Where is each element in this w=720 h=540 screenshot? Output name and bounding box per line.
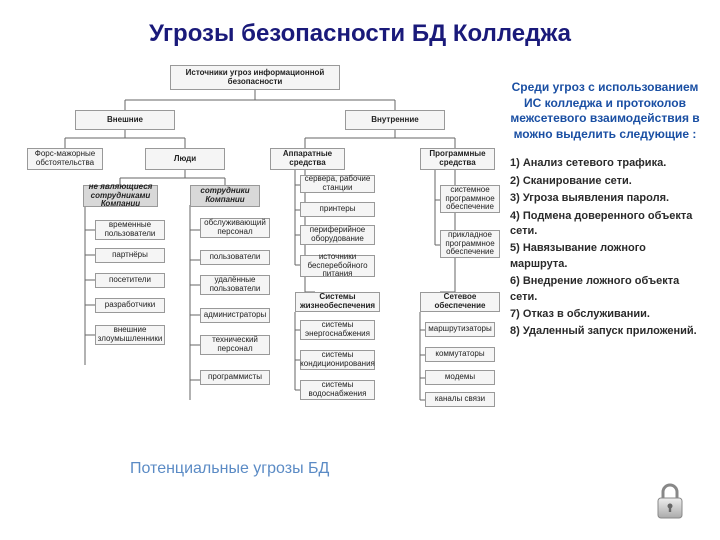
threat-item-3: 3) Угроза выявления пароля. [510, 191, 700, 206]
threat-item-5: 5) Навязывание ложного маршрута. [510, 241, 700, 272]
node-hw-l3: периферийное оборудование [300, 225, 375, 245]
node-int-l4: администраторы [200, 308, 270, 323]
page-title: Угрозы безопасности БД Колледжа [0, 20, 720, 48]
node-net-l3: модемы [425, 370, 495, 385]
node-hw-l1: сервера, рабочие станции [300, 175, 375, 193]
threat-item-8: 8) Удаленный запуск приложений. [510, 324, 700, 339]
node-external: Внешние [75, 110, 175, 130]
node-ext-l2: партнёры [95, 248, 165, 263]
threat-item-2: 2) Сканирование сети. [510, 174, 700, 189]
lock-icon [650, 480, 690, 520]
sidebar-intro: Среди угроз с использованием ИС колледжа… [510, 80, 700, 142]
node-not-employees: не являющиеся сотрудниками Компании [83, 185, 158, 207]
node-force-majeure: Форс-мажорные обстоятельства [27, 148, 103, 170]
threat-diagram: Источники угроз информационной безопасно… [15, 60, 505, 480]
threat-item-7: 7) Отказ в обслуживании. [510, 307, 700, 322]
node-ext-l4: разработчики [95, 298, 165, 313]
node-life-l2: системы кондиционирования [300, 350, 375, 370]
node-root: Источники угроз информационной безопасно… [170, 65, 340, 90]
node-net-l4: каналы связи [425, 392, 495, 407]
node-ext-l5: внешние злоумышленники [95, 325, 165, 345]
node-int-l2: пользователи [200, 250, 270, 265]
node-int-l6: программисты [200, 370, 270, 385]
node-employees: сотрудники Компании [190, 185, 260, 207]
node-int-l1: обслуживающий персонал [200, 218, 270, 238]
node-network: Сетевое обеспечение [420, 292, 500, 312]
threat-item-4: 4) Подмена доверенного объекта сети. [510, 209, 700, 240]
node-net-l1: маршрутизаторы [425, 322, 495, 337]
node-hardware: Аппаратные средства [270, 148, 345, 170]
node-software: Программные средства [420, 148, 495, 170]
sidebar-list: 1) Анализ сетевого трафика. 2) Сканирова… [510, 156, 700, 339]
node-life-support: Системы жизнеобеспечения [295, 292, 380, 312]
sidebar: Среди угроз с использованием ИС колледжа… [510, 80, 700, 342]
node-net-l2: коммутаторы [425, 347, 495, 362]
node-ext-l3: посетители [95, 273, 165, 288]
node-sw-l2: прикладное программное обеспечение [440, 230, 500, 258]
node-life-l1: системы энергоснабжения [300, 320, 375, 340]
node-int-l5: технический персонал [200, 335, 270, 355]
threat-item-6: 6) Внедрение ложного объекта сети. [510, 274, 700, 305]
node-hw-l4: источники бесперебойного питания [300, 255, 375, 277]
node-hw-l2: принтеры [300, 202, 375, 217]
node-internal: Внутренние [345, 110, 445, 130]
node-ext-l1: временные пользователи [95, 220, 165, 240]
node-people: Люди [145, 148, 225, 170]
threat-item-1: 1) Анализ сетевого трафика. [510, 156, 700, 171]
diagram-caption: Потенциальные угрозы БД [130, 460, 329, 478]
node-int-l3: удалённые пользователи [200, 275, 270, 295]
node-life-l3: системы водоснабжения [300, 380, 375, 400]
node-sw-l1: системное программное обеспечение [440, 185, 500, 213]
